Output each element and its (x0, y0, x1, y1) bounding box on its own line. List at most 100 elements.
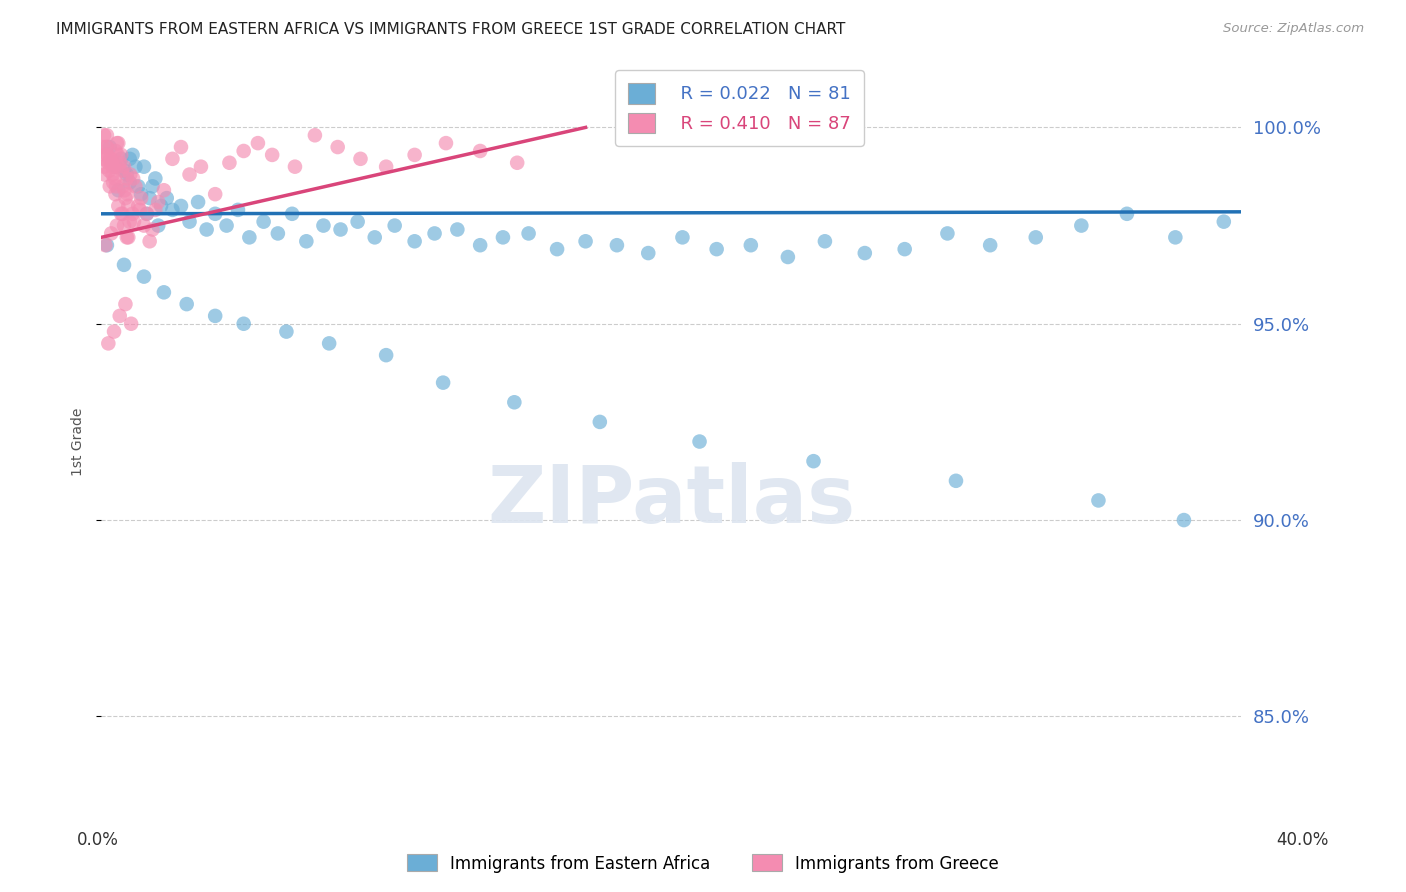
Point (637, 246, 659, 260)
Point (124, 160, 146, 174)
Point (434, 136, 457, 150)
Point (111, 163, 134, 178)
Point (318, 336, 340, 351)
Point (143, 171, 166, 186)
Point (238, 230, 260, 244)
Point (112, 258, 135, 272)
Point (110, 148, 132, 162)
Point (107, 199, 129, 213)
Point (246, 136, 269, 150)
Point (135, 207, 157, 221)
Point (118, 214, 141, 228)
Point (94, 238, 117, 252)
Point (96, 238, 118, 252)
Point (162, 152, 184, 166)
Point (153, 183, 176, 197)
Point (215, 219, 238, 233)
Point (517, 227, 540, 241)
Point (117, 230, 139, 244)
Point (111, 179, 134, 194)
Point (148, 219, 170, 233)
Point (262, 148, 284, 162)
Point (110, 207, 132, 221)
Point (97, 336, 120, 351)
Point (112, 160, 135, 174)
Point (176, 297, 198, 311)
Point (346, 214, 368, 228)
Point (112, 219, 135, 233)
Point (284, 160, 307, 174)
Point (423, 227, 446, 241)
Point (112, 163, 135, 178)
Point (108, 155, 131, 169)
Point (114, 183, 136, 197)
Point (190, 160, 212, 174)
Point (107, 148, 129, 162)
Point (1025, 230, 1047, 244)
Point (295, 235, 318, 249)
Point (1116, 207, 1139, 221)
Point (104, 187, 127, 202)
Point (141, 222, 163, 236)
Point (107, 136, 129, 150)
Point (226, 202, 249, 217)
Point (91, 140, 114, 154)
Point (101, 175, 124, 189)
Point (945, 474, 967, 488)
Point (132, 160, 155, 174)
Text: IMMIGRANTS FROM EASTERN AFRICA VS IMMIGRANTS FROM GREECE 1ST GRADE CORRELATION C: IMMIGRANTS FROM EASTERN AFRICA VS IMMIGR… (56, 22, 845, 37)
Point (120, 317, 142, 331)
Point (129, 187, 152, 202)
Point (671, 230, 693, 244)
Legend: Immigrants from Eastern Africa, Immigrants from Greece: Immigrants from Eastern Africa, Immigran… (401, 847, 1005, 880)
Point (97, 155, 120, 169)
Point (506, 155, 529, 169)
Point (740, 238, 762, 252)
Point (107, 183, 129, 197)
Point (432, 376, 454, 390)
Point (127, 179, 149, 194)
Point (101, 155, 124, 169)
Point (98, 155, 121, 169)
Point (814, 235, 837, 249)
Point (93, 128, 115, 143)
Point (979, 238, 1001, 252)
Point (936, 227, 959, 241)
Point (93, 152, 115, 166)
Point (114, 297, 136, 311)
Point (101, 155, 124, 169)
Point (470, 144, 492, 158)
Point (115, 171, 138, 186)
Point (108, 160, 131, 174)
Point (606, 238, 628, 252)
Point (118, 152, 141, 166)
Point (101, 160, 124, 174)
Point (128, 202, 150, 217)
Point (170, 140, 193, 154)
Point (122, 171, 145, 186)
Point (195, 222, 218, 236)
Point (115, 168, 138, 182)
Point (98, 140, 121, 154)
Point (232, 317, 254, 331)
Point (94, 148, 117, 162)
Point (96, 148, 118, 162)
Point (98, 179, 121, 194)
Point (153, 285, 176, 300)
Point (114, 191, 136, 205)
Point (104, 144, 127, 158)
Point (893, 242, 915, 256)
Point (218, 155, 240, 169)
Point (179, 214, 201, 228)
Point (105, 179, 128, 194)
Point (281, 207, 304, 221)
Point (93, 168, 115, 182)
Point (1070, 219, 1092, 233)
Text: ZIPatlas: ZIPatlas (486, 462, 855, 541)
Point (143, 202, 166, 217)
Point (267, 227, 290, 241)
Point (329, 222, 352, 236)
Point (117, 187, 139, 202)
Point (150, 199, 173, 213)
Point (104, 160, 127, 174)
